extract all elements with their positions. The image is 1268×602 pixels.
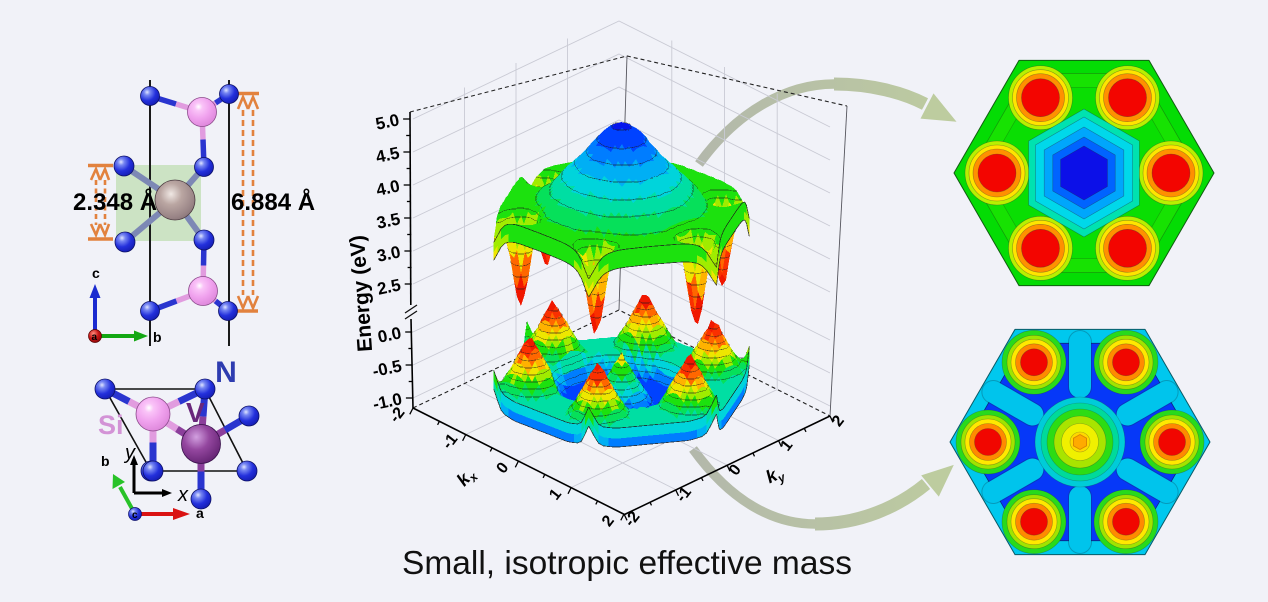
svg-text:Small, isotropic effective mas: Small, isotropic effective mass (402, 545, 852, 582)
svg-text:4.5: 4.5 (374, 143, 401, 166)
svg-text:N: N (215, 356, 237, 389)
svg-text:b: b (153, 329, 162, 345)
svg-text:x: x (177, 484, 189, 506)
svg-text:6.884 Å: 6.884 Å (231, 188, 315, 216)
svg-text:a: a (196, 505, 204, 521)
svg-text:c: c (132, 510, 138, 521)
svg-text:0.0: 0.0 (376, 323, 403, 346)
svg-text:y: y (123, 442, 136, 464)
svg-text:3.0: 3.0 (375, 242, 402, 265)
svg-text:2.348 Å: 2.348 Å (73, 188, 157, 216)
svg-text:V: V (186, 397, 205, 428)
svg-text:2.5: 2.5 (375, 275, 402, 298)
svg-text:4.0: 4.0 (374, 176, 401, 199)
svg-text:a: a (92, 332, 98, 343)
svg-text:b: b (101, 453, 110, 469)
svg-text:3.5: 3.5 (375, 209, 402, 232)
svg-text:c: c (92, 265, 100, 281)
svg-text:Si: Si (98, 410, 124, 440)
svg-text:5.0: 5.0 (374, 110, 401, 133)
